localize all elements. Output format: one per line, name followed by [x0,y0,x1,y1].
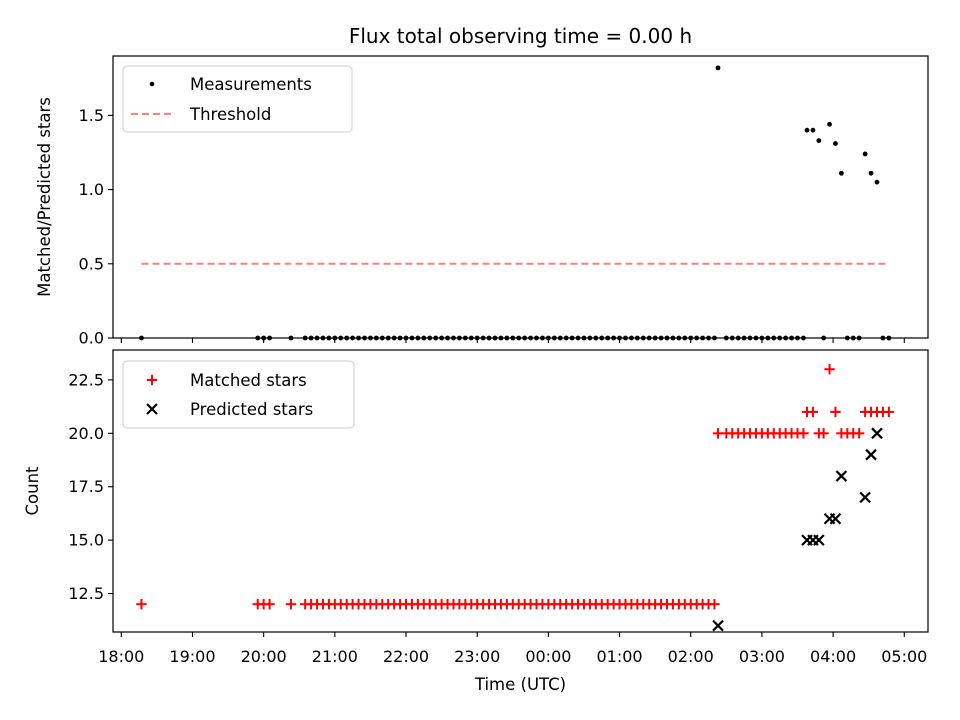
top-axes-frame [112,55,929,339]
x-stroke [146,403,158,415]
star-count-axes: Count Time (UTC) 12.5 15.0 17.5 20.0 22.5 18… [23,349,929,694]
x-tick-label: 22:00 [383,647,429,666]
predicted-star-point [865,448,877,461]
bottom-legend: Matched stars Predicted stars [122,360,355,429]
bottom-legend-box [122,360,355,429]
x-stroke [829,512,842,525]
measurement-point [838,170,844,176]
top-y-ticks: 0.0 0.5 1.0 1.5 [79,106,113,348]
legend-measurements-label: Measurements [190,75,312,94]
x-stroke [865,448,877,461]
predicted-star-point [835,470,848,482]
x-tick-label: 01:00 [597,647,643,666]
measurement-point [868,170,874,176]
x-tick-label: 00:00 [525,647,571,666]
top-legend: Measurements Threshold [122,65,353,133]
measurement-point [874,179,880,185]
bottom-plot-marks [136,364,895,632]
bottom-y-axis-label: Count [23,466,42,516]
bottom-y-tick-label: 17.5 [68,477,104,496]
top-y-tick-label: 0.5 [79,254,104,273]
bottom-y-tick-label: 22.5 [68,370,104,389]
measurement-point [816,138,822,144]
predicted-star-point [813,534,825,546]
bottom-y-tick-label: 15.0 [68,531,104,550]
x-stroke [813,534,825,546]
legend-measurements-marker [149,81,155,87]
measurement-point [862,151,868,157]
legend-plus [146,374,158,386]
matched-star-point [798,428,809,439]
matched-star-point [818,428,829,439]
x-stroke [871,427,883,440]
top-y-tick-label: 1.5 [79,106,104,125]
matched-star-point [709,599,720,610]
x-tick-label: 20:00 [241,647,287,666]
top-y-tick-label: 0.0 [79,329,104,348]
x-tick-label: 04:00 [810,647,856,666]
matched-star-point [883,406,895,418]
matched-star-point [824,364,835,375]
top-y-tick-label: 1.0 [79,180,104,199]
legend-threshold-label: Threshold [189,105,271,124]
chart-title: Flux total observing time = 0.00 h [349,24,692,48]
x-tick-label: 18:00 [98,647,144,666]
legend-matched-marker [146,374,158,386]
measurement-point [715,65,721,71]
measurement-point [827,121,832,127]
measurement-point [833,141,838,146]
flux-ratio-axes: Flux total observing time = 0.00 h Match… [35,24,929,348]
legend-predicted-label: Predicted stars [190,400,313,419]
matched-star-point [830,406,841,418]
x-tick-label: 19:00 [169,647,215,666]
measurement-point [804,127,810,133]
bottom-y-ticks: 12.5 15.0 17.5 20.0 22.5 [68,370,113,603]
bottom-y-tick-label: 12.5 [68,584,104,603]
x-axis-label: Time (UTC) [474,675,566,694]
x-stroke [835,470,848,482]
matched-star-point [264,599,275,610]
predicted-star-point [829,512,842,525]
x-stroke [712,619,724,632]
measurement-point [810,127,816,133]
x-tick-label: 23:00 [454,647,500,666]
matched-star-point [136,599,147,610]
predicted-star-point [712,619,724,632]
top-y-axis-label: Matched/Predicted stars [35,97,54,297]
matched-star-point [807,406,819,418]
bottom-x-ticks: 18:00 19:00 20:00 21:00 22:00 23:00 00:00 01:00… [98,632,927,666]
x-tick-label: 21:00 [312,647,358,666]
legend-matched-label: Matched stars [190,371,307,390]
matched-star-point [285,599,297,610]
legend-cross [146,403,158,415]
legend-predicted-marker [146,403,158,415]
top-legend-box [122,65,353,133]
predicted-star-point [859,491,871,504]
top-x-ticks [120,338,905,343]
x-tick-label: 05:00 [881,647,927,666]
bottom-axes-frame [112,349,929,633]
matched-star-point [853,428,865,439]
x-tick-label: 03:00 [739,647,785,666]
bottom-y-tick-label: 20.0 [68,424,104,443]
x-tick-label: 02:00 [668,647,714,666]
x-stroke [859,491,871,504]
predicted-star-point [871,427,883,440]
